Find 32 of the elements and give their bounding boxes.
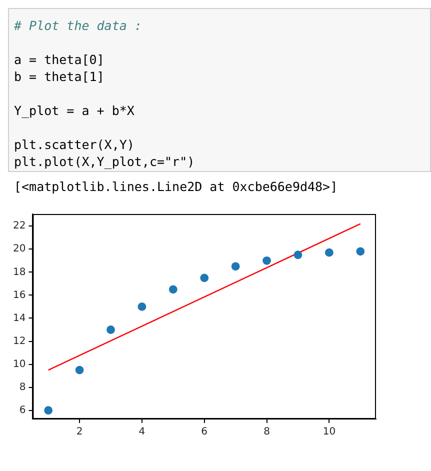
x-tick-label: 6 xyxy=(201,426,208,438)
y-tick-label: 10 xyxy=(12,358,26,370)
text: [<matplotlib.lines.Line2D at 0xcbe66e9d48>] xyxy=(14,179,338,194)
y-tick-label: 22 xyxy=(12,220,26,232)
point xyxy=(324,248,334,257)
y-tick-label: 12 xyxy=(12,336,26,347)
y-tick-label: 8 xyxy=(19,382,26,393)
point xyxy=(75,366,84,374)
point xyxy=(356,247,365,256)
point xyxy=(106,326,115,334)
x-tick-label: 4 xyxy=(138,426,146,438)
y-tick-label: 14 xyxy=(12,312,26,324)
y-tick-label: 20 xyxy=(12,244,26,255)
text: plt.scatter(X,Y) xyxy=(14,136,136,153)
point xyxy=(294,250,302,260)
x-tick-label: 2 xyxy=(76,426,83,438)
point xyxy=(231,262,240,271)
text: Y_plot = a + b*X xyxy=(14,102,136,119)
text: b = theta[1] xyxy=(14,68,106,85)
text: a = theta[0] xyxy=(14,51,106,68)
x-tick-label: 8 xyxy=(264,426,270,438)
point xyxy=(262,256,271,265)
text: # Plot the data : xyxy=(14,17,143,34)
y-tick-label: 16 xyxy=(12,290,26,301)
y-tick-label: 18 xyxy=(12,266,26,278)
point xyxy=(44,406,53,415)
point xyxy=(200,274,209,282)
text: plt.plot(X,Y_plot,c="r") xyxy=(14,153,196,170)
point xyxy=(138,302,146,311)
x-tick-label: 10 xyxy=(322,426,336,438)
point xyxy=(168,285,178,294)
y-tick-label: 6 xyxy=(19,404,26,416)
